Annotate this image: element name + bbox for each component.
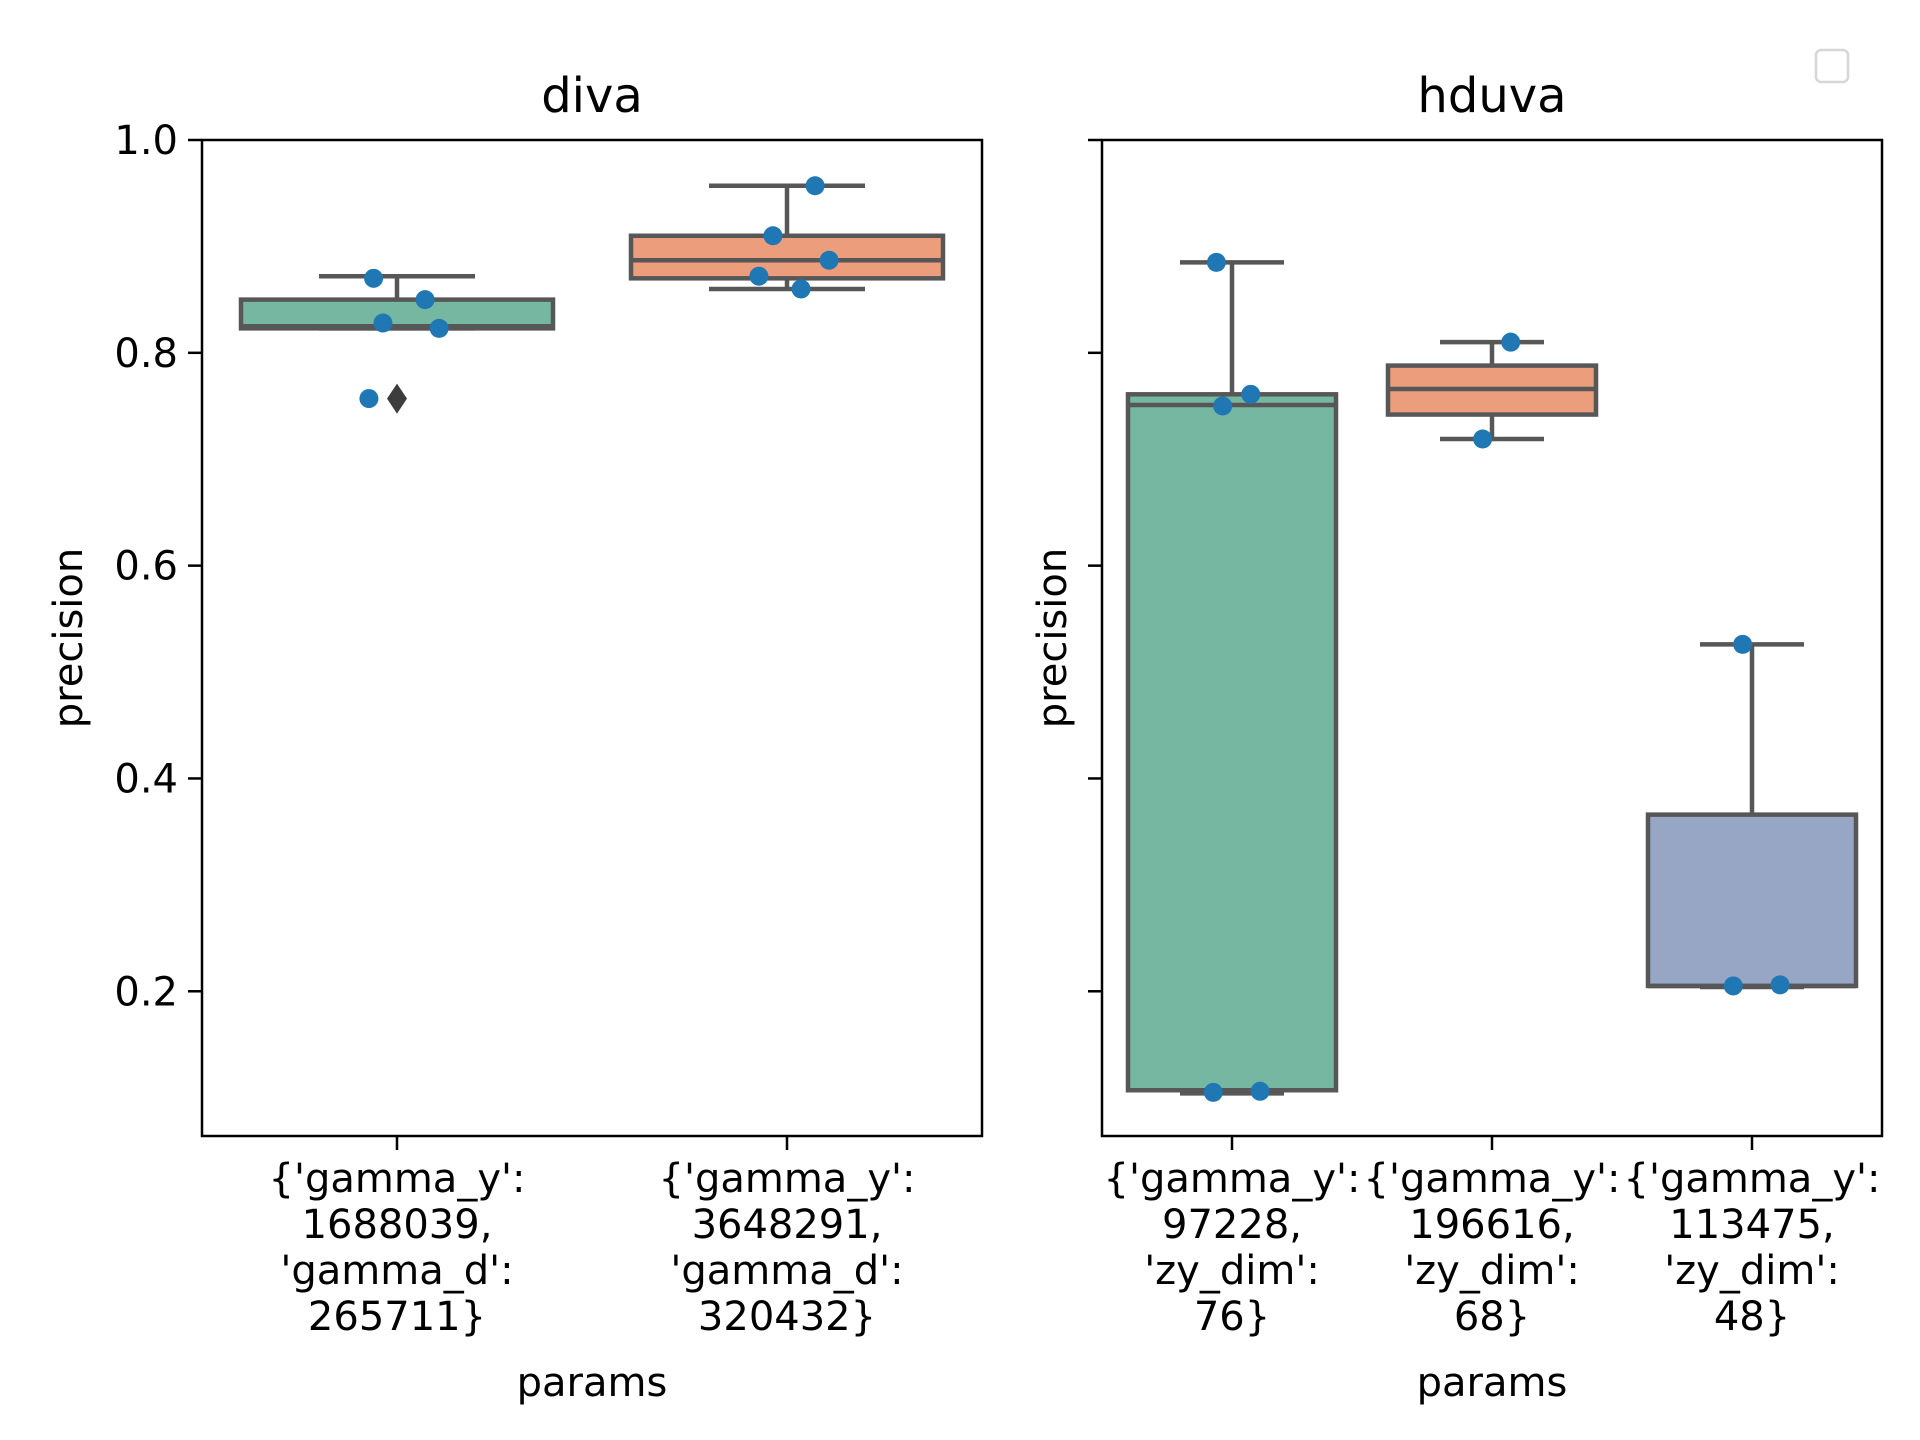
data-point — [749, 266, 769, 286]
plot-frame — [200, 138, 984, 1138]
box — [1125, 392, 1339, 1093]
x-tick-label: {'gamma_y': — [1624, 1156, 1881, 1202]
x-tick-label: 'zy_dim': — [1144, 1248, 1320, 1294]
data-point — [1213, 396, 1233, 416]
x-tick-label: {'gamma_y': — [269, 1156, 526, 1202]
data-point — [1206, 252, 1226, 272]
x-tick-label: 1688039, — [302, 1202, 493, 1248]
y-tick-label: 0.8 — [114, 331, 178, 377]
data-point — [1203, 1082, 1223, 1102]
data-point — [364, 268, 384, 288]
x-tick-label: 'zy_dim': — [1404, 1248, 1580, 1294]
data-point — [763, 226, 783, 246]
y-tick-label: 0.6 — [114, 544, 178, 590]
data-point — [1473, 429, 1493, 449]
data-point — [819, 250, 839, 270]
outlier-marker — [387, 383, 407, 414]
y-tick-label: 0.2 — [114, 969, 178, 1015]
x-tick-label: 'gamma_d': — [280, 1248, 513, 1294]
x-tick-label: 320432} — [698, 1294, 876, 1340]
panel-title: hduva — [1417, 68, 1566, 124]
x-tick-label: 48} — [1714, 1294, 1790, 1340]
data-point — [791, 279, 811, 299]
data-point — [1770, 975, 1790, 995]
x-tick-label: 3648291, — [692, 1202, 883, 1248]
data-point — [1733, 634, 1753, 654]
x-tick-label: 76} — [1194, 1294, 1270, 1340]
x-tick-label: 97228, — [1162, 1202, 1302, 1248]
hduva-panel: {'gamma_y':97228,'zy_dim':76}{'gamma_y':… — [1030, 68, 1884, 1406]
data-point — [1250, 1081, 1270, 1101]
data-point — [1241, 384, 1261, 404]
box — [628, 233, 946, 281]
data-point — [373, 313, 393, 333]
data-point — [1501, 332, 1521, 352]
x-axis-label: params — [517, 1360, 668, 1406]
x-tick-label: 265711} — [308, 1294, 486, 1340]
diva-panel: 0.20.40.60.81.0{'gamma_y':1688039,'gamma… — [46, 68, 984, 1406]
data-point — [429, 318, 449, 338]
y-axis-label: precision — [1030, 548, 1076, 728]
x-tick-label: {'gamma_y': — [659, 1156, 916, 1202]
x-tick-label: {'gamma_y': — [1104, 1156, 1361, 1202]
x-tick-label: {'gamma_y': — [1364, 1156, 1621, 1202]
x-tick-label: 68} — [1454, 1294, 1530, 1340]
y-tick-label: 0.4 — [114, 756, 178, 802]
box — [1645, 812, 1859, 989]
panel-title: diva — [541, 68, 643, 124]
x-tick-label: 'zy_dim': — [1664, 1248, 1840, 1294]
x-tick-label: 113475, — [1669, 1202, 1834, 1248]
data-point — [805, 176, 825, 196]
data-point — [415, 290, 435, 310]
x-tick-label: 196616, — [1409, 1202, 1574, 1248]
data-point — [1723, 976, 1743, 996]
x-axis-label: params — [1417, 1360, 1568, 1406]
empty-legend-box — [1814, 48, 1850, 84]
y-axis-label: precision — [46, 548, 92, 728]
x-tick-label: 'gamma_d': — [670, 1248, 903, 1294]
y-tick-label: 1.0 — [114, 118, 178, 164]
data-point — [359, 389, 379, 409]
